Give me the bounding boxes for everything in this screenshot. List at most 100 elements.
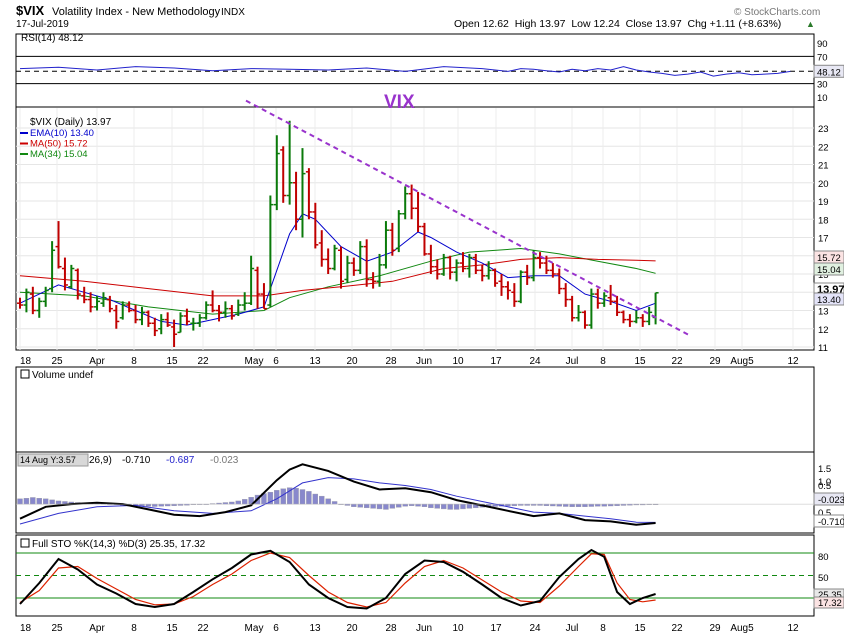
price-bar <box>511 283 518 307</box>
price-bar <box>370 272 377 289</box>
collapse-icon <box>20 369 30 379</box>
volume-panel: Volume undef <box>20 369 93 381</box>
rsi-tick-label: 48.12 <box>817 67 841 78</box>
rsi-tick-label: 30 <box>817 80 828 91</box>
price-bar <box>113 305 120 329</box>
price-bar <box>652 292 659 325</box>
x-tick-label: 22 <box>671 623 683 634</box>
price-bar <box>357 241 364 274</box>
macd-hist-bar <box>30 497 36 505</box>
macd-hist-bar <box>363 503 370 509</box>
ohlc-summary: Open 12.62 High 13.97 Low 12.24 Close 13… <box>454 18 781 30</box>
price-bar <box>203 301 210 320</box>
macd-hist-bar <box>293 487 299 505</box>
macd-hist-bar <box>453 503 460 510</box>
x-tick-label: Aug5 <box>730 623 754 634</box>
sto-tick-label: 25.35 <box>818 590 842 601</box>
sto-tick-label: 50 <box>818 573 829 584</box>
x-axis-upper: 18 25 Apr 8 15 22 May 6 13 20 28 Jun 10 17 24 Jul 8 15 22 2… <box>20 356 799 367</box>
price-bar <box>171 319 178 347</box>
price-bar <box>100 292 107 307</box>
macd-signal-line <box>19 477 656 525</box>
price-bar <box>530 250 537 282</box>
macd-hist-bar <box>49 499 55 505</box>
price-bar <box>363 239 370 287</box>
macd-hist-bar <box>588 503 595 507</box>
macd-hist-bar <box>402 503 408 507</box>
macd-value-box <box>813 492 844 506</box>
volume-title: Volume undef <box>32 370 93 381</box>
price-bar <box>427 244 434 274</box>
price-tick-label: 12 <box>818 325 829 336</box>
x-tick-label: 22 <box>671 356 683 367</box>
price-bar <box>293 171 300 231</box>
price-tag-box <box>813 262 844 276</box>
price-bar <box>459 252 466 273</box>
macd-hist-bar <box>389 503 396 509</box>
price-bar <box>305 168 312 220</box>
rsi-value-box <box>813 64 844 78</box>
x-axis-lower: 18 25 Apr 8 15 22 May 6 13 20 28 Jun 10 17 24 Jul 8 15 22 2… <box>20 623 799 634</box>
price-bar <box>543 255 550 274</box>
x-tick-label: 24 <box>529 623 541 634</box>
x-tick-label: 12 <box>787 623 799 634</box>
x-tick-label: 28 <box>385 356 397 367</box>
price-tick-label: 21 <box>818 161 829 172</box>
price-bar <box>61 257 68 291</box>
price-bar <box>575 305 582 322</box>
price-bar <box>183 308 190 326</box>
price-bar <box>639 314 646 327</box>
macd-hist-bar <box>415 503 421 507</box>
macd-hist-bar <box>428 503 434 509</box>
price-tick-label: 13 <box>818 307 829 318</box>
x-tick-label: Jul <box>566 356 579 367</box>
sto-title: Full STO %K(14,3) %D(3) 25.35, 17.32 <box>32 539 206 550</box>
price-bar <box>395 210 402 253</box>
price-tick-label: 23 <box>818 124 829 135</box>
price-bar <box>421 222 428 256</box>
price-bar <box>601 292 608 307</box>
x-tick-label: 17 <box>490 356 502 367</box>
macd-hist-bar <box>434 503 440 509</box>
macd-hist-bar <box>235 500 241 505</box>
price-bar <box>106 295 113 313</box>
x-tick-label: 18 <box>20 356 32 367</box>
price-bar <box>94 295 101 311</box>
macd-hist-bar <box>447 503 453 510</box>
downtrend-line <box>245 99 692 337</box>
macd-hist-bar <box>331 501 338 505</box>
x-tick-label: 15 <box>166 623 178 634</box>
price-tag-label: 15.72 <box>817 253 841 264</box>
macd-hist-bar <box>396 503 402 508</box>
macd-hist-bar <box>563 503 569 507</box>
macd-tick-label: 0.5 <box>818 508 831 519</box>
macd-hist-bar <box>595 503 601 507</box>
sto-tick-label: 17.32 <box>818 598 842 609</box>
price-bar <box>479 264 486 282</box>
sto-k-line <box>19 548 656 610</box>
legend-entry: MA(50) 15.72 <box>30 139 88 150</box>
x-tick-label: 22 <box>197 356 209 367</box>
price-bar <box>350 257 357 276</box>
price-bar <box>190 317 197 331</box>
price-bar <box>434 259 441 280</box>
price-bar <box>344 255 351 284</box>
macd-tooltip: 14 Aug Y:3.57 <box>20 455 76 465</box>
x-tick-label: 29 <box>709 623 721 634</box>
price-bar <box>588 288 595 329</box>
price-bar <box>222 301 229 318</box>
macd-hist-bar <box>55 500 62 505</box>
price-bar <box>607 284 614 306</box>
x-tick-label: 8 <box>600 623 606 634</box>
rsi-tick-label: 70 <box>817 52 828 63</box>
x-tick-label: May <box>245 623 264 634</box>
price-bar <box>158 314 165 335</box>
chart-date: 17-Jul-2019 <box>16 19 69 30</box>
price-bar <box>492 268 499 287</box>
price-bar <box>498 274 505 296</box>
sto-d-line <box>19 552 656 608</box>
macd-hist-bar <box>158 503 164 507</box>
x-tick-label: 18 <box>20 623 32 634</box>
macd-hist-bar <box>312 493 319 505</box>
